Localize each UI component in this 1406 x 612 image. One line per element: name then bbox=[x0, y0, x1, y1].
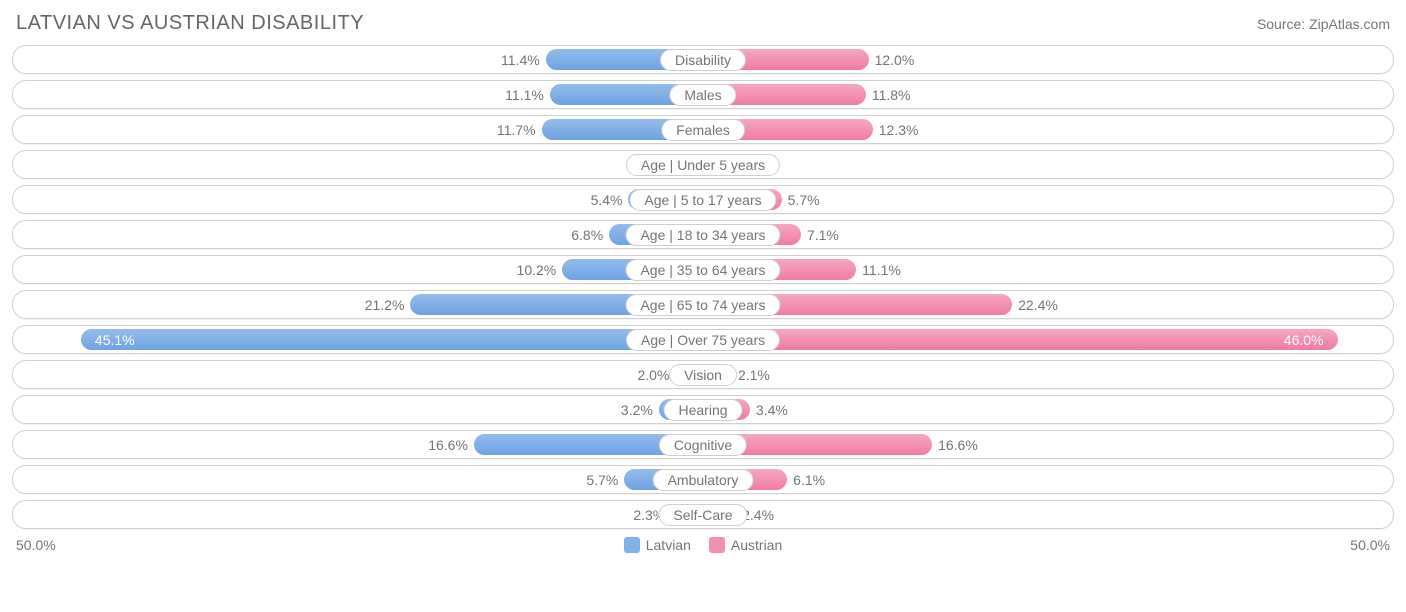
chart-footer: 50.0% Latvian Austrian 50.0% bbox=[12, 535, 1394, 553]
value-left: 5.7% bbox=[586, 472, 618, 488]
legend-item-right: Austrian bbox=[709, 537, 782, 553]
value-right: 16.6% bbox=[938, 437, 978, 453]
value-right: 7.1% bbox=[807, 227, 839, 243]
chart-title: LATVIAN VS AUSTRIAN DISABILITY bbox=[16, 12, 364, 35]
value-right: 46.0% bbox=[1284, 332, 1324, 348]
value-right: 22.4% bbox=[1018, 297, 1058, 313]
chart-row: 2.0% 2.1%Vision bbox=[12, 360, 1394, 389]
value-left: 11.7% bbox=[497, 122, 536, 138]
chart-row: 11.1% 11.8% Males bbox=[12, 80, 1394, 109]
chart-row: 21.2% 22.4% Age | 65 to 74 years bbox=[12, 290, 1394, 319]
category-label: Hearing bbox=[663, 399, 742, 421]
chart-row: 2.3%2.4%Self-Care bbox=[12, 500, 1394, 529]
chart-row: 11.7% 12.3% Females bbox=[12, 115, 1394, 144]
legend-swatch-right bbox=[709, 537, 725, 553]
category-label: Males bbox=[669, 84, 736, 106]
category-label: Age | Under 5 years bbox=[626, 154, 780, 176]
chart-row: 5.7% 6.1% Ambulatory bbox=[12, 465, 1394, 494]
category-label: Females bbox=[661, 119, 745, 141]
chart-container: LATVIAN VS AUSTRIAN DISABILITY Source: Z… bbox=[0, 0, 1406, 557]
chart-header: LATVIAN VS AUSTRIAN DISABILITY Source: Z… bbox=[12, 8, 1394, 45]
category-label: Age | Over 75 years bbox=[626, 329, 780, 351]
value-right: 11.1% bbox=[862, 262, 901, 278]
chart-row: 45.1% 46.0% Age | Over 75 years bbox=[12, 325, 1394, 354]
value-left: 11.1% bbox=[505, 87, 544, 103]
value-left: 45.1% bbox=[95, 332, 135, 348]
legend: Latvian Austrian bbox=[624, 537, 783, 553]
value-left: 6.8% bbox=[571, 227, 603, 243]
value-left: 3.2% bbox=[621, 402, 653, 418]
chart-row: 3.2% 3.4% Hearing bbox=[12, 395, 1394, 424]
value-right: 11.8% bbox=[872, 87, 911, 103]
value-left: 2.0% bbox=[637, 367, 669, 383]
category-label: Self-Care bbox=[658, 504, 747, 526]
category-label: Age | 5 to 17 years bbox=[629, 189, 776, 211]
value-right: 5.7% bbox=[788, 192, 820, 208]
value-right: 12.3% bbox=[879, 122, 919, 138]
category-label: Ambulatory bbox=[653, 469, 754, 491]
value-left: 10.2% bbox=[517, 262, 557, 278]
chart-row: 6.8% 7.1% Age | 18 to 34 years bbox=[12, 220, 1394, 249]
legend-item-left: Latvian bbox=[624, 537, 691, 553]
chart-source: Source: ZipAtlas.com bbox=[1257, 16, 1390, 32]
value-left: 21.2% bbox=[365, 297, 405, 313]
chart-row: 16.6% 16.6% Cognitive bbox=[12, 430, 1394, 459]
chart-row: 10.2% 11.1% Age | 35 to 64 years bbox=[12, 255, 1394, 284]
category-label: Disability bbox=[660, 49, 746, 71]
chart-row: 11.4% 12.0% Disability bbox=[12, 45, 1394, 74]
value-left: 5.4% bbox=[591, 192, 623, 208]
value-left: 11.4% bbox=[501, 52, 540, 68]
legend-label-left: Latvian bbox=[646, 537, 691, 553]
axis-left-max: 50.0% bbox=[16, 537, 56, 553]
category-label: Cognitive bbox=[659, 434, 747, 456]
bar-right bbox=[703, 329, 1338, 350]
category-label: Age | 35 to 64 years bbox=[625, 259, 780, 281]
chart-row: 1.3%1.4%Age | Under 5 years bbox=[12, 150, 1394, 179]
category-label: Age | 65 to 74 years bbox=[625, 294, 780, 316]
value-left: 16.6% bbox=[428, 437, 468, 453]
value-right: 6.1% bbox=[793, 472, 825, 488]
axis-right-max: 50.0% bbox=[1350, 537, 1390, 553]
bar-left bbox=[81, 329, 703, 350]
value-right: 12.0% bbox=[875, 52, 915, 68]
category-label: Age | 18 to 34 years bbox=[625, 224, 780, 246]
value-right: 3.4% bbox=[756, 402, 788, 418]
value-right: 2.1% bbox=[738, 367, 770, 383]
diverging-bar-chart: 11.4% 12.0% Disability 11.1% 11.8% Males 11.7%… bbox=[12, 45, 1394, 529]
legend-swatch-left bbox=[624, 537, 640, 553]
legend-label-right: Austrian bbox=[731, 537, 782, 553]
chart-row: 5.4% 5.7% Age | 5 to 17 years bbox=[12, 185, 1394, 214]
category-label: Vision bbox=[669, 364, 737, 386]
